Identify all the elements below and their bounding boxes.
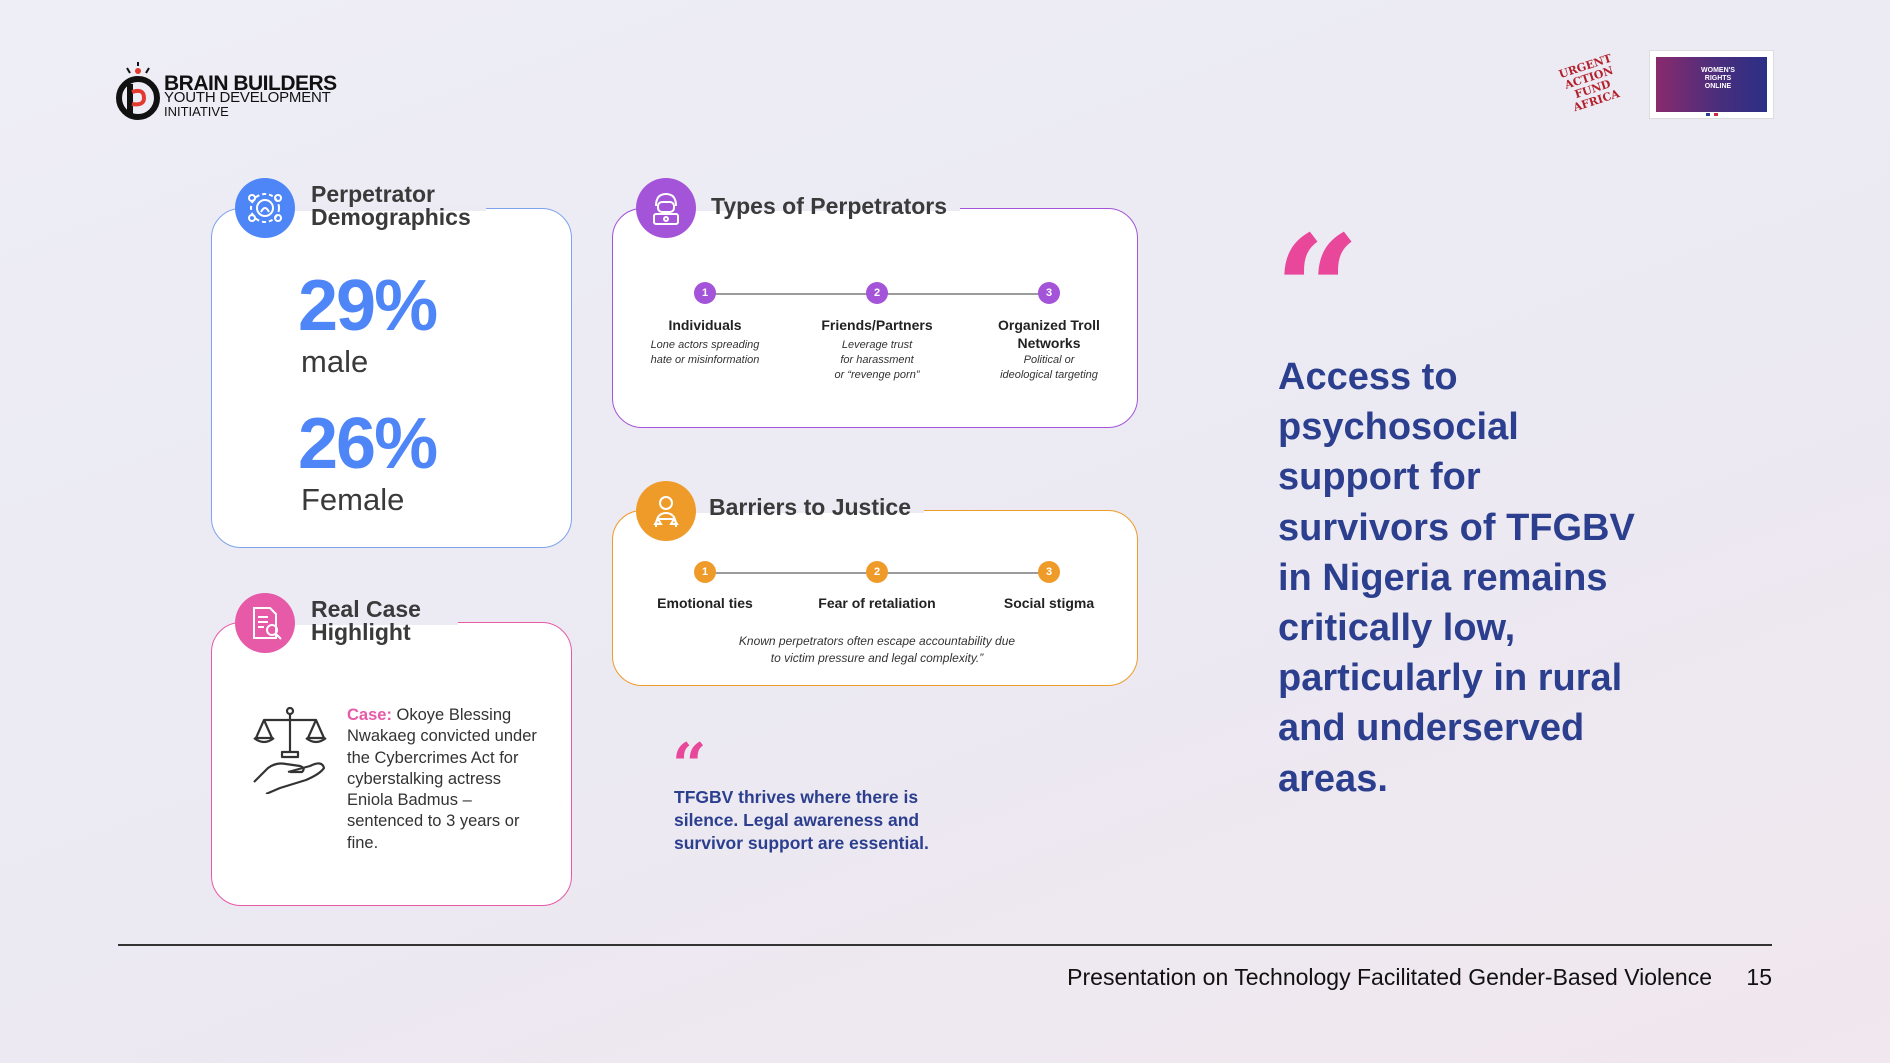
document-search-icon bbox=[235, 593, 295, 653]
types-step-2-label: Friends/Partners bbox=[821, 317, 933, 333]
page-number: 15 bbox=[1746, 964, 1772, 990]
barriers-step-2-label: Fear of retaliation bbox=[818, 595, 936, 611]
big-quote-text: Access to psychosocial support for survi… bbox=[1278, 356, 1635, 800]
types-step-2-desc-1: Leverage trust bbox=[841, 339, 913, 351]
demographics-title-line-2: Demographics bbox=[311, 204, 471, 230]
barriers-step-2-dot: 2 bbox=[866, 561, 888, 583]
female-percentage: 26% bbox=[298, 404, 438, 484]
demographics-card bbox=[211, 208, 572, 548]
types-step-1-dot: 1 bbox=[694, 282, 716, 304]
case-title-line-2: Highlight bbox=[311, 619, 411, 645]
types-title: Types of Perpetrators bbox=[711, 193, 948, 219]
types-step-2-desc-3: or “revenge porn” bbox=[834, 369, 920, 381]
real-case-card bbox=[211, 622, 572, 906]
demographics-title-line-1: Perpetrator bbox=[311, 181, 435, 207]
card-title-gap bbox=[288, 619, 458, 625]
womens-rights-online-logo: WOMEN'S RIGHTS ONLINE bbox=[1649, 50, 1774, 119]
types-step-3-dot: 3 bbox=[1038, 282, 1060, 304]
case-label: Case: bbox=[347, 706, 392, 724]
types-step-2-desc-2: for harassment bbox=[840, 354, 914, 366]
small-quote-text: TFGBV thrives where there is silence. Le… bbox=[674, 787, 929, 853]
types-step-3-desc-2: ideological targeting bbox=[1000, 369, 1098, 381]
flag-icon bbox=[1706, 113, 1718, 116]
types-step-1-desc-2: hate or misinformation bbox=[650, 354, 760, 366]
types-step-3-label: Organized Troll Networks bbox=[998, 317, 1100, 351]
wro-banner: WOMEN'S RIGHTS ONLINE bbox=[1656, 57, 1767, 112]
types-step-1-label: Individuals bbox=[668, 317, 742, 333]
barriers-note-line-2: to victim pressure and legal complexity.… bbox=[770, 651, 984, 665]
barriers-step-1-dot: 1 bbox=[694, 561, 716, 583]
barriers-step-3-dot: 3 bbox=[1038, 561, 1060, 583]
scales-of-justice-icon bbox=[250, 706, 328, 799]
types-step-2-dot: 2 bbox=[866, 282, 888, 304]
case-description: Case: Okoye Blessing Nwakaeg convicted u… bbox=[347, 705, 537, 854]
barriers-note-line-1: Known perpetrators often escape accounta… bbox=[738, 634, 1016, 648]
case-text: Okoye Blessing Nwakaeg convicted under t… bbox=[347, 706, 537, 852]
male-label: male bbox=[301, 344, 369, 379]
barriers-title: Barriers to Justice bbox=[709, 494, 911, 520]
urgent-action-fund-africa-logo: URGENT ACTION FUND AFRICA bbox=[1555, 52, 1635, 118]
footer-divider bbox=[118, 944, 1772, 946]
card-title-gap bbox=[288, 205, 486, 211]
demographics-icon bbox=[235, 178, 295, 238]
female-label: Female bbox=[301, 482, 405, 517]
logo-line-1: BRAIN BUILDERS bbox=[164, 72, 337, 95]
case-title-line-1: Real Case bbox=[311, 596, 421, 622]
logo-line-2: YOUTH DEVELOPMENT bbox=[164, 89, 331, 106]
barriers-step-1-label: Emotional ties bbox=[657, 595, 753, 611]
wro-text: WOMEN'S RIGHTS ONLINE bbox=[1701, 67, 1735, 90]
uaf-stamp-text: URGENT ACTION FUND AFRICA bbox=[1557, 51, 1622, 115]
footer-title: Presentation on Technology Facilitated G… bbox=[1067, 964, 1712, 990]
brain-builders-logo: BRAIN BUILDERS YOUTH DEVELOPMENT INITIAT… bbox=[116, 58, 346, 122]
types-of-perpetrators-card bbox=[612, 208, 1138, 428]
male-percentage: 29% bbox=[298, 266, 438, 346]
small-quote-mark: “ bbox=[672, 731, 707, 801]
brain-builders-logo-icon bbox=[116, 62, 160, 120]
hacker-icon bbox=[636, 178, 696, 238]
barriers-step-3-label: Social stigma bbox=[1003, 595, 1095, 611]
big-quote-mark: “ bbox=[1274, 203, 1361, 379]
types-step-3-desc-1: Political or bbox=[1023, 354, 1075, 366]
logo-line-3: INITIATIVE bbox=[164, 104, 229, 119]
judge-icon bbox=[636, 481, 696, 541]
card-title-gap bbox=[688, 205, 960, 211]
card-title-gap bbox=[688, 507, 924, 513]
types-step-1-desc-1: Lone actors spreading bbox=[650, 339, 760, 351]
